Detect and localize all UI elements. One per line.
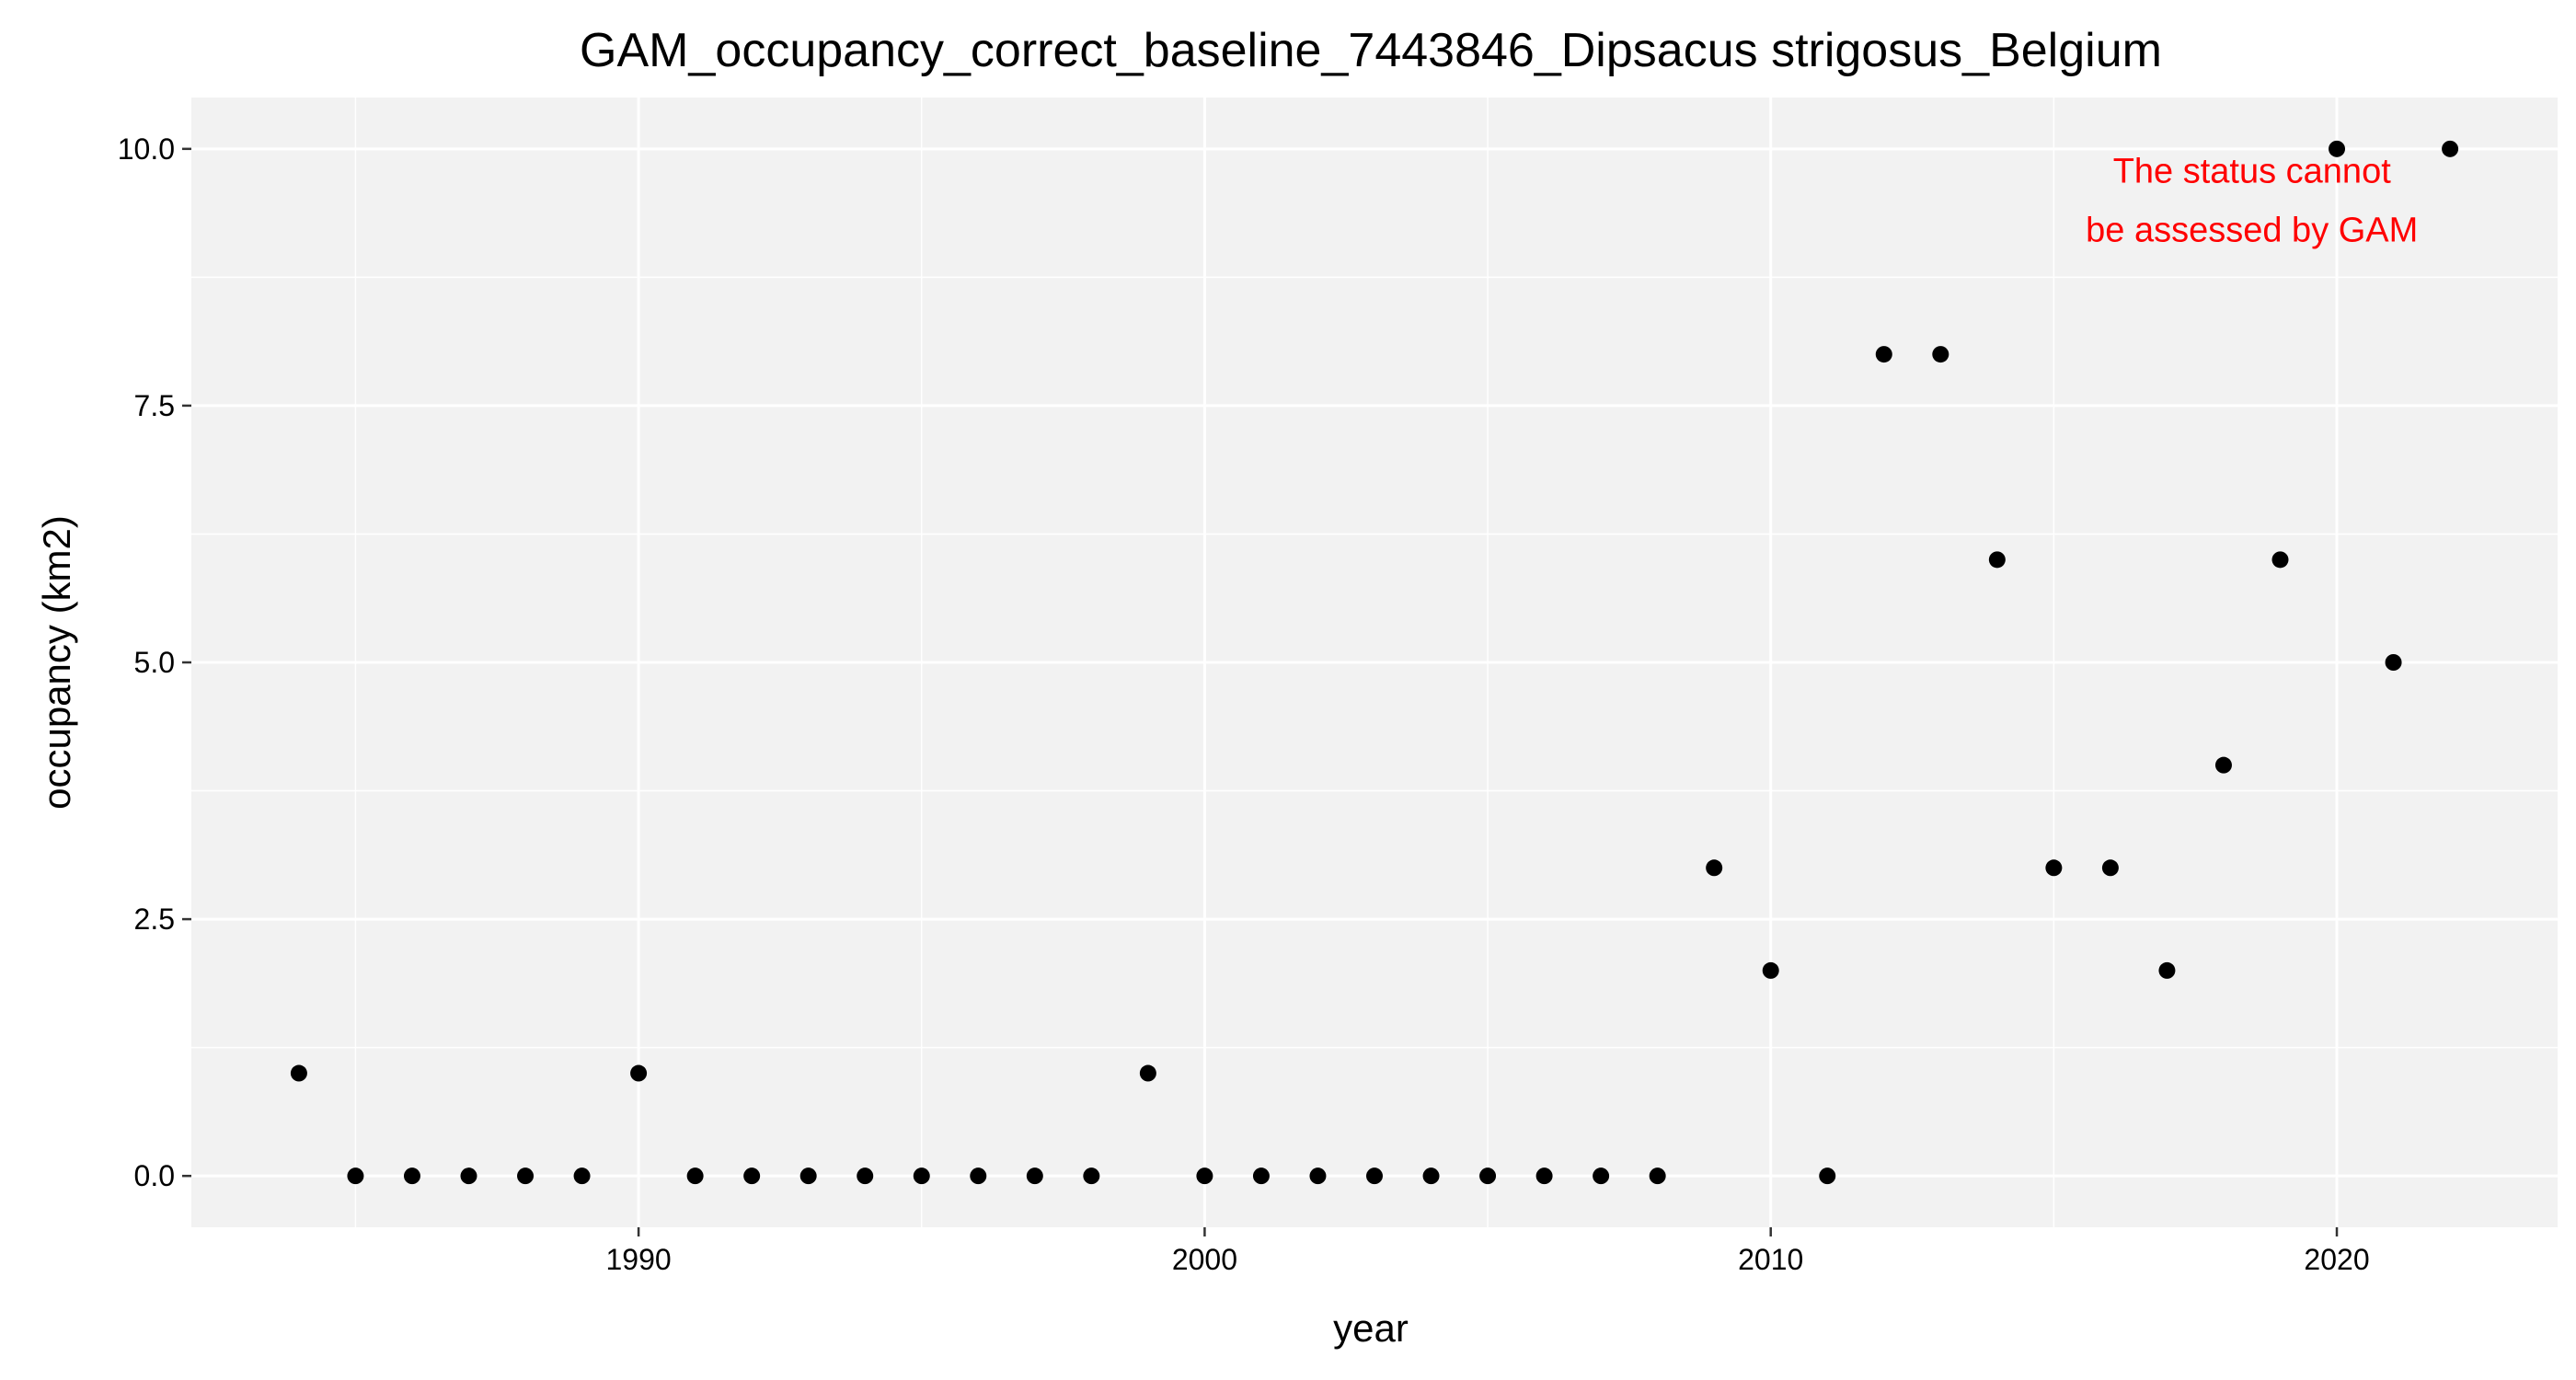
x-tick-label: 2000 (1172, 1243, 1237, 1276)
data-point (1988, 551, 2006, 569)
data-point (2214, 756, 2232, 774)
annotation-line: The status cannot (2113, 153, 2392, 191)
x-tick-label: 1990 (606, 1243, 672, 1276)
data-point (743, 1167, 761, 1185)
y-tick-label: 10.0 (118, 132, 175, 166)
data-point (2045, 859, 2063, 877)
x-tick-label: 2010 (1738, 1243, 1803, 1276)
data-point (630, 1064, 648, 1082)
x-axis: 1990 2000 2010 2020 (606, 1227, 2370, 1276)
data-point (2385, 654, 2402, 671)
y-tick-label: 2.5 (134, 903, 175, 936)
data-point (2442, 140, 2459, 157)
data-point (1422, 1167, 1440, 1185)
data-point (1309, 1167, 1327, 1185)
data-point (1083, 1167, 1100, 1185)
data-point (1139, 1064, 1156, 1082)
data-point (1819, 1167, 1836, 1185)
minor-gridlines (191, 98, 2558, 1227)
y-tick-label: 0.0 (134, 1159, 175, 1192)
data-point (1649, 1167, 1666, 1185)
y-axis: 0.0 2.5 5.0 7.5 10.0 (118, 132, 191, 1192)
y-tick-label: 7.5 (134, 389, 175, 422)
y-tick-label: 5.0 (134, 646, 175, 679)
data-point (686, 1167, 704, 1185)
data-point (2271, 551, 2289, 569)
data-point (1875, 346, 1892, 363)
data-point (2158, 961, 2176, 979)
x-tick-label: 2020 (2304, 1243, 2369, 1276)
y-axis-title: occupancy (km2) (35, 515, 78, 810)
data-point (460, 1167, 477, 1185)
x-axis-title: year (1333, 1306, 1409, 1350)
data-point (1196, 1167, 1213, 1185)
data-point (2329, 140, 2346, 157)
status-annotation: The status cannot be assessed by GAM (2086, 153, 2418, 250)
data-point (1593, 1167, 1610, 1185)
data-point (1762, 961, 1779, 979)
data-point (290, 1064, 307, 1082)
data-point (1366, 1167, 1383, 1185)
data-point (970, 1167, 987, 1185)
data-points (290, 140, 2459, 1185)
chart-title: GAM_occupancy_correct_baseline_7443846_D… (580, 24, 2162, 77)
data-point (1706, 859, 1723, 877)
data-point (573, 1167, 591, 1185)
data-point (1535, 1167, 1553, 1185)
data-point (799, 1167, 817, 1185)
data-point (1026, 1167, 1043, 1185)
data-point (857, 1167, 874, 1185)
data-point (403, 1167, 420, 1185)
data-point (1932, 346, 1949, 363)
data-point (517, 1167, 535, 1185)
data-point (913, 1167, 930, 1185)
data-point (347, 1167, 364, 1185)
data-point (1252, 1167, 1270, 1185)
data-point (2101, 859, 2119, 877)
data-point (1479, 1167, 1497, 1185)
annotation-line: be assessed by GAM (2086, 212, 2418, 250)
